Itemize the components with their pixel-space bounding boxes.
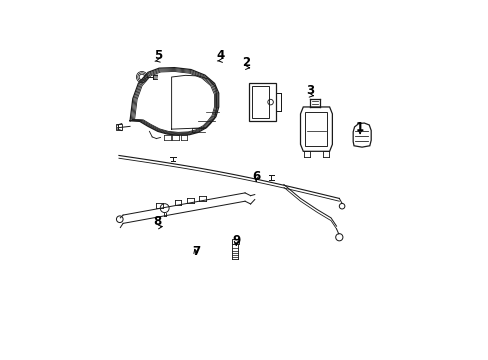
Text: 4: 4 — [216, 49, 224, 62]
Text: 3: 3 — [305, 84, 314, 97]
Text: 5: 5 — [153, 49, 162, 62]
Text: 9: 9 — [232, 234, 240, 247]
Text: 7: 7 — [192, 244, 200, 258]
Text: 1: 1 — [355, 121, 364, 134]
Text: 6: 6 — [251, 170, 260, 183]
Text: 2: 2 — [242, 56, 250, 69]
Text: 8: 8 — [153, 216, 162, 229]
